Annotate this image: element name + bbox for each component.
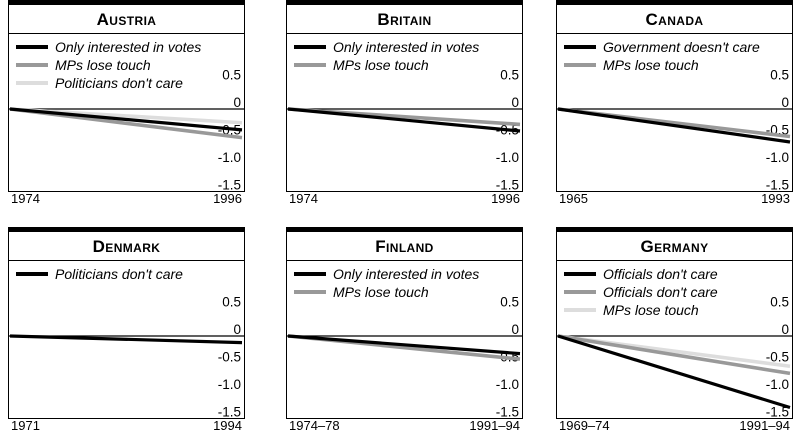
panel-top-rule xyxy=(556,0,793,5)
plot-svg: 0.5 0 -0.5 -1.0 -1.5 Officials don't care Offi… xyxy=(556,261,793,420)
y-tick-label: -1.5 xyxy=(218,405,241,420)
legend-label: MPs lose touch xyxy=(333,57,429,73)
y-tick-label: -0.5 xyxy=(766,350,789,365)
plot-svg: 0.5 0 -0.5 -1.0 -1.5 Politicians don't care xyxy=(8,261,245,420)
series-line-1 xyxy=(287,107,521,133)
y-tick-label: 0.5 xyxy=(500,295,519,310)
panel-top-rule xyxy=(8,227,245,232)
y-tick-label: -1.5 xyxy=(496,405,519,420)
y-tick-label: -1.0 xyxy=(496,377,519,392)
legend-label: MPs lose touch xyxy=(55,57,151,73)
y-tick-label: -1.0 xyxy=(218,377,241,392)
y-tick-label: 0.5 xyxy=(222,68,241,83)
legend-label: Government doesn't care xyxy=(603,39,760,55)
legend-label: MPs lose touch xyxy=(333,284,429,300)
panel-title: Canada xyxy=(556,5,793,34)
x-tick-label-end: 1994 xyxy=(213,418,242,433)
x-tick-label-start: 1974 xyxy=(11,191,40,206)
y-tick-label: 0 xyxy=(511,95,519,110)
panel-title: Austria xyxy=(8,5,245,34)
y-tick-label: 0 xyxy=(511,322,519,337)
x-tick-label-start: 1974–78 xyxy=(289,418,340,433)
panel-top-rule xyxy=(286,0,523,5)
y-tick-label: -1.5 xyxy=(218,178,241,193)
panel-title: Finland xyxy=(286,232,523,261)
panel-top-rule xyxy=(286,227,523,232)
panel-title: Britain xyxy=(286,5,523,34)
panel-top-rule xyxy=(556,227,793,232)
y-tick-label: 0 xyxy=(781,95,789,110)
legend-label: Only interested in votes xyxy=(55,39,201,55)
x-tick-label-start: 1965 xyxy=(559,191,588,206)
legend-label: Officials don't care xyxy=(603,284,718,300)
y-tick-label: 0 xyxy=(233,95,241,110)
legend-label: Politicians don't care xyxy=(55,266,183,282)
y-tick-label: -1.5 xyxy=(766,178,789,193)
chart-panel-germany: Germany 0.5 0 -0.5 -1.0 -1.5 Officials don't c… xyxy=(556,227,793,435)
x-tick-label-end: 1991–94 xyxy=(469,418,520,433)
panel-title: Germany xyxy=(556,232,793,261)
y-tick-label: -1.5 xyxy=(766,405,789,420)
legend-label: Officials don't care xyxy=(603,266,718,282)
chart-panel-canada: Canada 0.5 0 -0.5 -1.0 -1.5 Government doesn't… xyxy=(556,0,793,208)
y-tick-label: 0.5 xyxy=(770,68,789,83)
panel-top-rule xyxy=(8,0,245,5)
chart-panel-britain: Britain 0.5 0 -0.5 -1.0 -1.5 Only interested i… xyxy=(286,0,523,208)
legend-label: MPs lose touch xyxy=(603,302,699,318)
chart-panel-denmark: Denmark 0.5 0 -0.5 -1.0 -1.5 Politicians don't… xyxy=(8,227,245,435)
legend-label: Politicians don't care xyxy=(55,75,183,91)
y-tick-label: 0.5 xyxy=(500,68,519,83)
legend-label: Only interested in votes xyxy=(333,39,479,55)
plot-area: 0.5 0 -0.5 -1.0 -1.5 Government doesn't care M… xyxy=(556,34,793,193)
series-line-1 xyxy=(9,334,243,345)
series-line-1 xyxy=(557,334,791,410)
x-tick-label-start: 1971 xyxy=(11,418,40,433)
series-line-1 xyxy=(9,107,243,132)
legend-label: Only interested in votes xyxy=(333,266,479,282)
x-tick-label-end: 1993 xyxy=(761,191,790,206)
y-tick-label: -1.0 xyxy=(496,150,519,165)
panel-title: Denmark xyxy=(8,232,245,261)
series-line-1 xyxy=(557,107,791,144)
series-line-2 xyxy=(557,334,791,376)
x-tick-label-start: 1969–74 xyxy=(559,418,610,433)
legend-label: MPs lose touch xyxy=(603,57,699,73)
y-tick-label: 0 xyxy=(233,322,241,337)
y-tick-label: 0.5 xyxy=(770,295,789,310)
y-tick-label: -1.0 xyxy=(218,150,241,165)
y-tick-label: 0 xyxy=(781,322,789,337)
plot-area: 0.5 0 -0.5 -1.0 -1.5 Officials don't care Offi… xyxy=(556,261,793,420)
y-tick-label: -1.5 xyxy=(496,178,519,193)
y-tick-label: -0.5 xyxy=(218,350,241,365)
x-tick-label-end: 1996 xyxy=(213,191,242,206)
plot-area: 0.5 0 -0.5 -1.0 -1.5 Politicians don't care xyxy=(8,261,245,420)
y-tick-label: -1.0 xyxy=(766,377,789,392)
y-tick-label: 0.5 xyxy=(222,295,241,310)
series-line-1 xyxy=(287,334,521,356)
y-tick-label: -1.0 xyxy=(766,150,789,165)
x-tick-label-end: 1991–94 xyxy=(739,418,790,433)
x-tick-label-start: 1974 xyxy=(289,191,318,206)
x-tick-label-end: 1996 xyxy=(491,191,520,206)
